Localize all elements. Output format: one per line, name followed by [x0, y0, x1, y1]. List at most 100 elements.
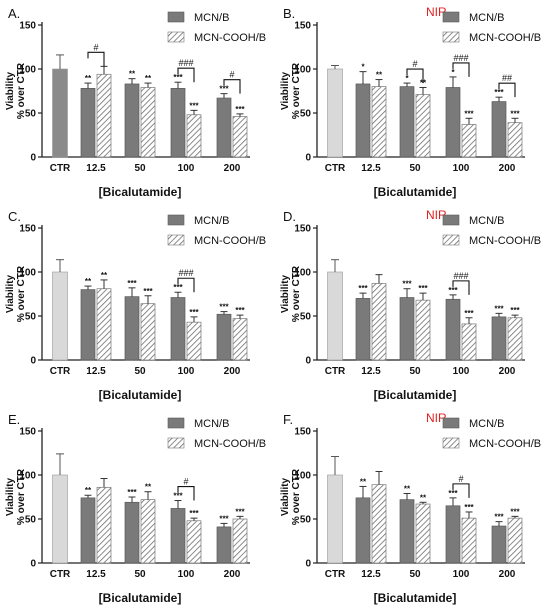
- panel-label: B.: [283, 6, 295, 21]
- bar-mcn-cooh-b: [507, 517, 523, 564]
- y-axis-label-line2: % over CTR: [16, 62, 27, 119]
- x-tick-label: 200: [499, 366, 516, 377]
- panel-label: E.: [8, 412, 20, 427]
- significance-stars: **: [85, 74, 92, 83]
- bar-mcn-b: [80, 88, 96, 158]
- x-tick-label: 50: [409, 163, 421, 174]
- y-tick-label: 50: [25, 109, 37, 120]
- significance-stars: ***: [143, 287, 153, 296]
- bar-mcn-cooh-b: [415, 299, 431, 361]
- comparison-label: #: [93, 42, 98, 52]
- comparison-bracket: [177, 67, 195, 83]
- comparison-label: ##: [502, 73, 512, 83]
- significance-stars: ***: [494, 513, 504, 522]
- legend-swatch-mcn-b: [167, 417, 185, 429]
- significance-stars: **: [145, 74, 152, 83]
- significance-stars: ***: [173, 283, 183, 292]
- nir-label: NIR: [426, 208, 447, 222]
- significance-stars: ***: [173, 73, 183, 82]
- significance-stars: **: [145, 483, 152, 492]
- y-axis-label-line1: Viability: [5, 477, 16, 516]
- significance-stars: ***: [127, 279, 137, 288]
- bar-mcn-cooh-b: [415, 94, 431, 158]
- y-tick-label: 150: [294, 21, 311, 32]
- x-tick-label: 200: [499, 569, 516, 580]
- x-tick-label: 100: [453, 569, 470, 580]
- bar-mcn-b: [216, 97, 232, 158]
- x-tick-label-control: CTR: [325, 569, 346, 580]
- x-tick-label: 100: [453, 366, 470, 377]
- x-tick-label: 200: [224, 569, 241, 580]
- x-tick-label: 200: [224, 366, 241, 377]
- y-tick-label: 50: [25, 312, 37, 323]
- bar-mcn-b: [216, 313, 232, 361]
- bar-mcn-cooh-b: [232, 116, 248, 158]
- y-tick-label: 150: [294, 224, 311, 235]
- y-tick-label: 100: [19, 471, 36, 482]
- bar-mcn-b: [355, 83, 371, 158]
- x-tick-label-control: CTR: [325, 366, 346, 377]
- x-axis-title: [Bicalutamide]: [99, 388, 182, 402]
- x-tick-label: 12.5: [86, 569, 106, 580]
- significance-stars: ***: [358, 284, 368, 293]
- bar-mcn-cooh-b: [371, 283, 387, 361]
- significance-stars: ***: [418, 284, 428, 293]
- x-axis-title: [Bicalutamide]: [374, 185, 457, 199]
- chart-panel: C. Viability% over CTR 0 50 100 150 CTR ** ** 12.…: [5, 209, 266, 402]
- significance-stars: ***: [173, 492, 183, 501]
- x-tick-label: 50: [409, 366, 421, 377]
- legend-label-mcn-cooh-b: MCN-COOH/B: [469, 32, 541, 44]
- bar-mcn-b: [124, 83, 140, 158]
- significance-stars: **: [404, 484, 411, 493]
- x-tick-label-control: CTR: [50, 569, 71, 580]
- bar-mcn-cooh-b: [186, 114, 202, 158]
- y-axis-label-line2: % over CTR: [291, 265, 302, 322]
- x-axis-title: [Bicalutamide]: [374, 591, 457, 605]
- legend-label-mcn-b: MCN/B: [469, 12, 504, 24]
- x-tick-label: 50: [134, 569, 146, 580]
- y-tick-label: 50: [300, 515, 312, 526]
- bar-control: [327, 474, 343, 564]
- comparison-bracket: [406, 68, 424, 84]
- y-tick-label: 150: [19, 427, 36, 438]
- y-tick-label: 0: [30, 559, 36, 570]
- bar-mcn-b: [445, 505, 461, 564]
- bar-mcn-cooh-b: [96, 288, 112, 361]
- x-tick-label: 50: [134, 163, 146, 174]
- bar-mcn-b: [491, 525, 507, 564]
- bar-mcn-b: [124, 296, 140, 361]
- x-tick-label: 50: [134, 366, 146, 377]
- bar-mcn-cooh-b: [371, 484, 387, 564]
- comparison-label: #: [229, 70, 234, 80]
- significance-stars: ***: [235, 507, 245, 516]
- bar-mcn-cooh-b: [507, 317, 523, 361]
- x-tick-label: 200: [499, 163, 516, 174]
- significance-stars: ***: [448, 489, 458, 498]
- significance-stars: ***: [219, 303, 229, 312]
- significance-stars: ***: [510, 109, 520, 118]
- chart-panel: E. Viability% over CTR 0 50 100 150 CTR ** 12.5 *…: [5, 412, 266, 605]
- significance-stars: ***: [219, 514, 229, 523]
- y-axis-label-line1: Viability: [280, 477, 291, 516]
- x-tick-label-control: CTR: [50, 163, 71, 174]
- y-tick-label: 0: [30, 153, 36, 164]
- panel-label: A.: [8, 6, 20, 21]
- y-axis-label-line2: % over CTR: [16, 468, 27, 525]
- legend-swatch-mcn-cooh-b: [442, 437, 460, 449]
- legend-swatch-mcn-b: [442, 417, 460, 429]
- significance-stars: **: [85, 277, 92, 286]
- significance-stars: **: [85, 486, 92, 495]
- comparison-bracket: [452, 280, 470, 295]
- x-axis-title: [Bicalutamide]: [374, 388, 457, 402]
- x-tick-label: 50: [409, 569, 421, 580]
- bar-mcn-b: [80, 497, 96, 564]
- x-tick-label: 12.5: [86, 366, 106, 377]
- legend-label-mcn-b: MCN/B: [194, 12, 229, 24]
- bar-mcn-cooh-b: [461, 517, 477, 564]
- x-axis-title: [Bicalutamide]: [99, 591, 182, 605]
- y-tick-label: 0: [305, 559, 311, 570]
- bar-mcn-b: [491, 316, 507, 361]
- bar-mcn-cooh-b: [140, 303, 156, 361]
- significance-stars: **: [101, 271, 108, 280]
- y-tick-label: 150: [294, 427, 311, 438]
